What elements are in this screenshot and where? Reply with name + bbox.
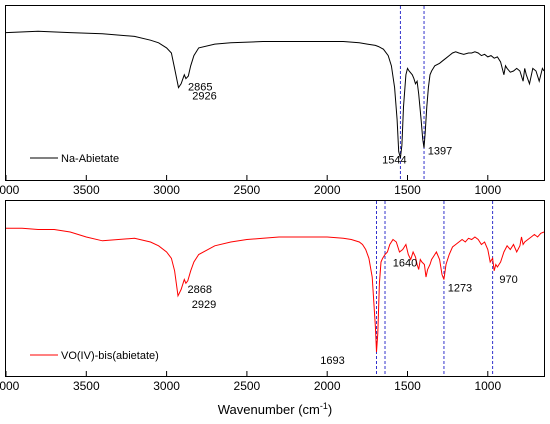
axis-tick-labels: 4000 3500 3000 2500 2000 1500 1000 4000 3500 3000… xyxy=(0,183,501,393)
x-axis-title: Wavenumber (cm-1) xyxy=(218,401,332,417)
spectrum-line-1 xyxy=(6,227,545,353)
x-tick-label-0-4000: 4000 xyxy=(0,183,20,197)
peak-label-2926: 2926 xyxy=(192,91,216,103)
x-tick-label-1-3000: 3000 xyxy=(153,379,180,393)
x-tick-label-0-3500: 3500 xyxy=(73,183,100,197)
x-tick-label-0-2000: 2000 xyxy=(314,183,341,197)
peak-label-2865: 2865 xyxy=(188,82,212,94)
legend-top: Na-Abietate xyxy=(30,153,119,165)
x-tick-label-1-4000: 4000 xyxy=(0,379,20,393)
x-axis-title-sup: -1 xyxy=(320,401,328,411)
x-tick-label-1-3500: 3500 xyxy=(73,379,100,393)
panel-top-frame xyxy=(5,5,545,181)
legend-top-label: Na-Abietate xyxy=(61,153,119,165)
peak-label-1640: 1640 xyxy=(393,258,417,270)
x-tick-label-1-2500: 2500 xyxy=(234,379,261,393)
x-tick-label-1-1500: 1500 xyxy=(394,379,421,393)
x-tick-label-0-1500: 1500 xyxy=(394,183,421,197)
x-tick-label-0-1000: 1000 xyxy=(474,183,501,197)
legend-bottom-label: VO(IV)-bis(abietate) xyxy=(61,350,159,362)
peak-label-1397: 1397 xyxy=(428,146,452,158)
x-tick-label-1-1000: 1000 xyxy=(474,379,501,393)
spectrum-line-0 xyxy=(5,30,545,159)
legend-bottom: VO(IV)-bis(abietate) xyxy=(30,350,159,362)
x-tick-label-1-2000: 2000 xyxy=(314,379,341,393)
x-axis-title-end: ) xyxy=(328,402,332,417)
x-tick-label-0-2500: 2500 xyxy=(234,183,261,197)
x-tick-label-0-3000: 3000 xyxy=(153,183,180,197)
spectra-lines xyxy=(5,30,545,353)
x-axis-title-main: Wavenumber (cm xyxy=(218,402,320,417)
peak-label-2929: 2929 xyxy=(192,299,216,311)
peak-label-1273: 1273 xyxy=(448,283,472,295)
peak-label-1544: 1544 xyxy=(382,155,406,167)
panel-bottom-frame xyxy=(5,200,545,377)
peak-label-970: 970 xyxy=(499,274,517,286)
axis-ticks xyxy=(5,175,489,376)
peak-label-1693: 1693 xyxy=(320,355,344,367)
peak-label-2868: 2868 xyxy=(188,284,212,296)
